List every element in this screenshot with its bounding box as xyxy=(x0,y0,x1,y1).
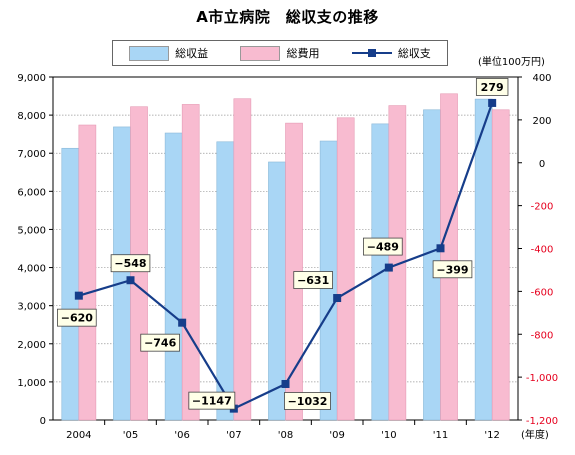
x-axis-tick-label: '08 xyxy=(278,430,293,441)
data-label-box xyxy=(293,271,333,289)
left-axis-tick-label: 2,000 xyxy=(17,340,46,351)
balance-marker xyxy=(126,276,135,285)
bar-revenue xyxy=(113,126,131,421)
data-label-box xyxy=(140,333,180,352)
right-axis-tick-label: 0 xyxy=(539,159,545,170)
balance-marker xyxy=(178,318,187,327)
balance-marker xyxy=(488,98,497,107)
balance-marker xyxy=(384,263,393,272)
right-axis-tick-label: -600 xyxy=(531,287,554,298)
legend-swatch-revenue xyxy=(129,45,170,61)
data-label-box xyxy=(284,392,331,410)
bar-revenue xyxy=(164,132,183,421)
data-label: −489 xyxy=(367,241,399,254)
right-axis-tick-label: -400 xyxy=(531,245,554,256)
balance-marker xyxy=(281,379,290,388)
data-label: 279 xyxy=(481,81,504,94)
data-label-box xyxy=(432,260,473,279)
right-axis-tick-label: -1,200 xyxy=(526,416,558,427)
chart-title: A市立病院 総収支の推移 xyxy=(196,8,379,26)
legend-item-expense: 総費用 xyxy=(240,45,319,61)
bar-expense xyxy=(336,117,355,421)
x-axis-tick-label: '09 xyxy=(329,430,344,441)
data-label-box xyxy=(57,308,97,327)
legend-item-balance: 総収支 xyxy=(351,45,431,61)
legend-label-expense: 総費用 xyxy=(286,47,320,60)
left-axis-tick-label: 8,000 xyxy=(17,111,46,122)
right-axis-tick-label: -200 xyxy=(531,202,554,213)
left-axis-tick-label: 6,000 xyxy=(17,187,46,198)
data-label-box xyxy=(188,391,236,410)
data-label: −548 xyxy=(114,257,146,270)
x-axis-tick-label: '12 xyxy=(484,430,499,441)
legend-item-revenue: 総収益 xyxy=(129,45,208,61)
legend: 総収益 総費用 総収支 xyxy=(112,40,448,66)
legend-swatch-balance xyxy=(351,47,392,59)
left-axis-tick-label: 0 xyxy=(40,416,46,427)
data-label: −746 xyxy=(144,337,177,350)
x-axis-tick-label: '11 xyxy=(433,430,448,441)
right-axis-tick-label: 400 xyxy=(532,73,551,84)
left-axis-tick-label: 7,000 xyxy=(17,149,46,160)
data-label-box xyxy=(110,254,151,273)
right-axis-tick-label: -1,000 xyxy=(526,373,558,384)
right-axis-tick-label: 200 xyxy=(532,116,551,127)
right-axis-tick-label: -800 xyxy=(531,330,554,341)
bar-expense xyxy=(78,124,97,421)
bar-expense xyxy=(388,105,407,421)
bar-revenue xyxy=(216,141,235,421)
bar-revenue xyxy=(474,98,493,421)
data-label-box xyxy=(363,237,403,256)
x-axis-tick-label: 2004 xyxy=(66,430,91,441)
legend-swatch-expense xyxy=(240,45,281,61)
balance-marker xyxy=(436,244,445,253)
left-axis-tick-label: 9,000 xyxy=(17,73,46,84)
data-label: −399 xyxy=(436,263,468,276)
legend-label-balance: 総収支 xyxy=(397,47,431,60)
data-label: −1147 xyxy=(192,395,232,408)
balance-marker xyxy=(74,291,83,300)
data-label: −631 xyxy=(297,274,329,287)
bar-expense xyxy=(233,98,252,421)
left-axis-tick-label: 4,000 xyxy=(17,264,46,275)
left-axis-tick-label: 5,000 xyxy=(17,225,46,236)
legend-label-revenue: 総収益 xyxy=(175,47,209,60)
bar-expense xyxy=(491,109,510,421)
bar-expense xyxy=(181,104,200,421)
bar-expense xyxy=(440,93,458,421)
left-axis-tick-label: 1,000 xyxy=(17,378,46,389)
x-axis-unit-label: (年度) xyxy=(521,428,549,441)
x-axis-tick-label: '06 xyxy=(174,430,189,441)
unit-label: (単位100万円) xyxy=(478,57,545,68)
x-axis-tick-label: '05 xyxy=(123,430,138,441)
bar-revenue xyxy=(61,147,80,421)
data-label: −1032 xyxy=(288,395,328,408)
balance-marker xyxy=(333,294,342,303)
x-axis-tick-label: '07 xyxy=(226,430,241,441)
left-axis-tick-label: 3,000 xyxy=(17,302,46,313)
x-axis-tick-label: '10 xyxy=(381,430,396,441)
data-label-box xyxy=(475,78,509,96)
data-label: −620 xyxy=(61,312,94,325)
